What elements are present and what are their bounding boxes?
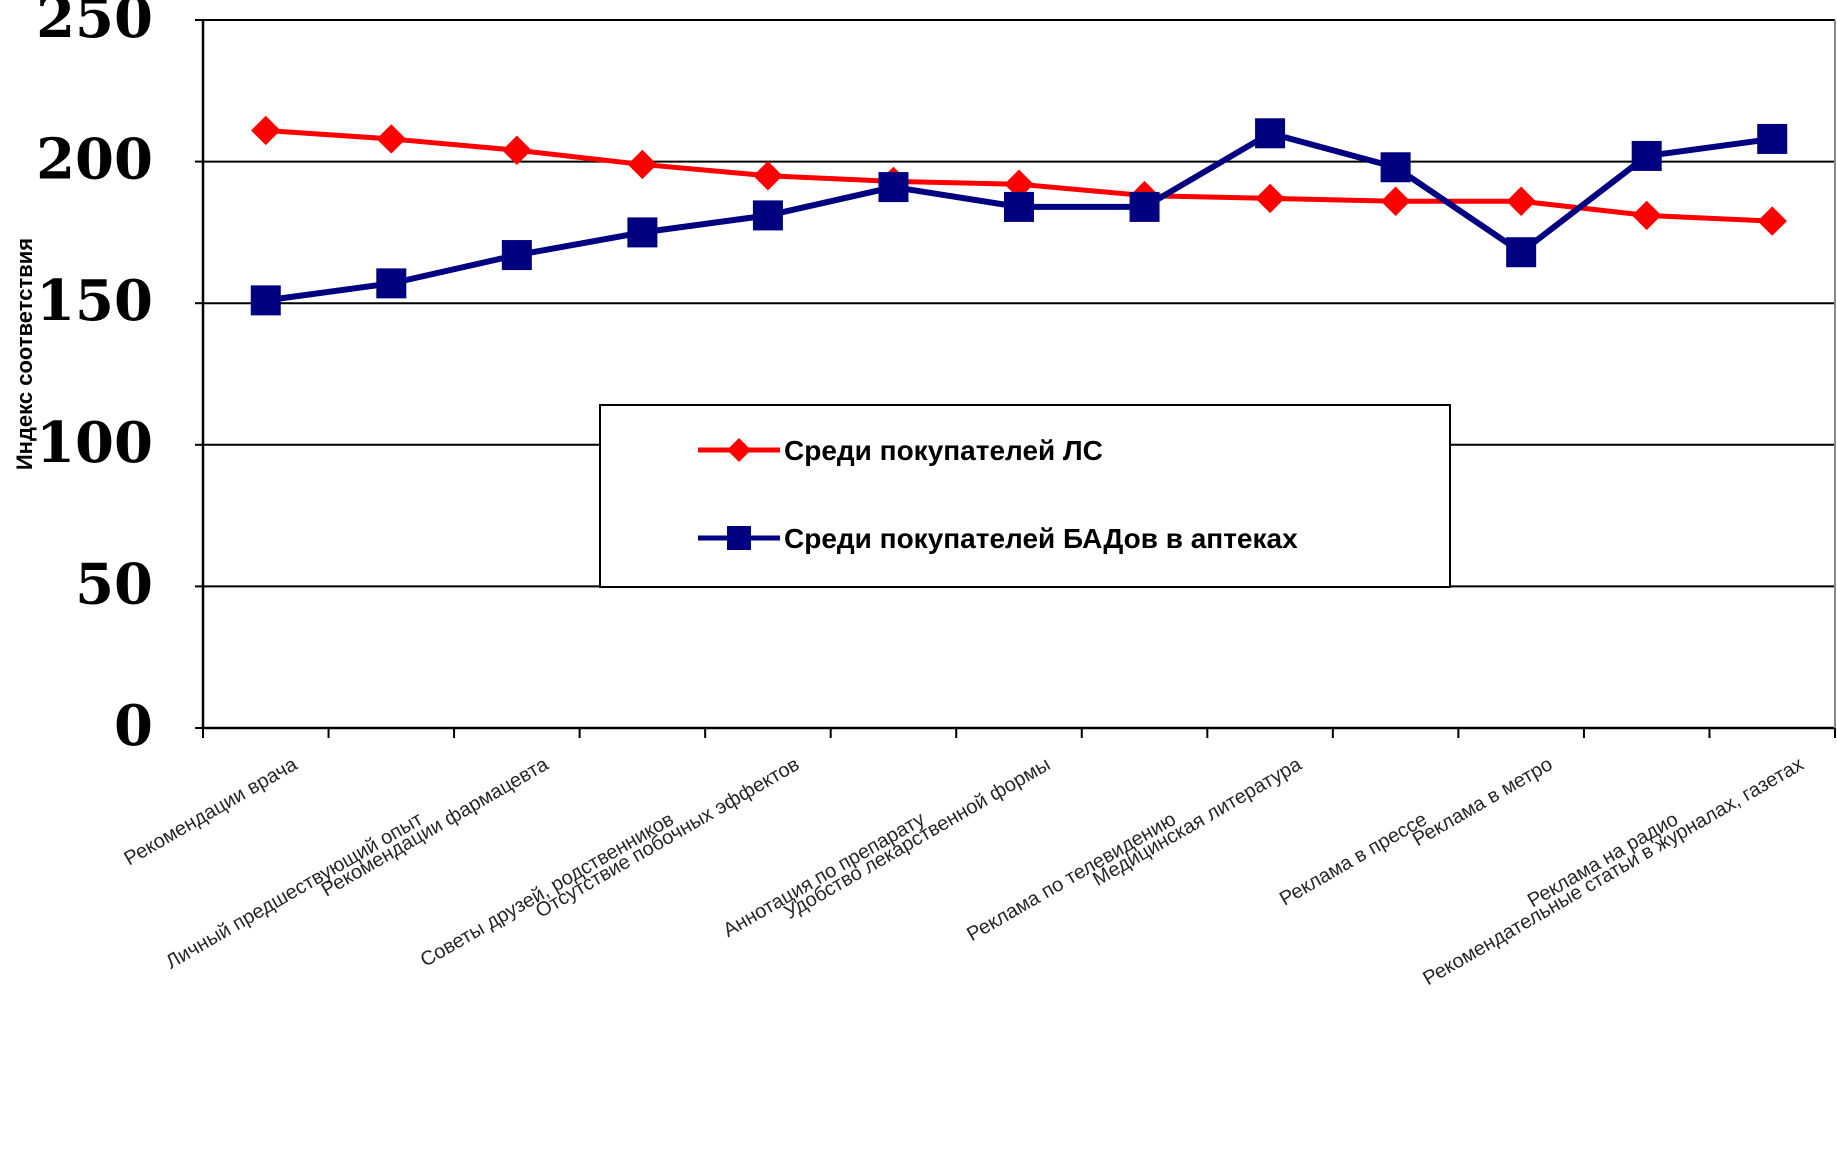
y-tick-labels: 0 50 100 150 200 250 [36,0,153,759]
series-1 [251,115,1787,236]
x-tick-label: Советы друзей, родственников [417,808,678,971]
y-tick-label: 0 [114,693,153,759]
y-axis-label: Индекс соответствия [12,238,37,470]
x-tick-label: Рекомендации фармацевта [318,753,553,901]
series-lines [250,115,1788,316]
legend-label: Среди покупателей БАДов в аптеках [784,523,1298,554]
data-point-diamond [1506,186,1536,216]
grid-lines [203,19,1835,588]
data-point-square [1757,123,1788,154]
axes [195,19,1836,738]
x-tick-label: Аннотация по препарату [719,808,928,942]
data-point-diamond [1757,206,1787,236]
data-point-diamond [251,115,281,146]
data-point-square [1506,237,1537,268]
data-point-square [878,172,909,203]
y-tick-label: 200 [36,127,153,193]
data-point-square [1380,152,1411,183]
x-tick-label: Медицинская литература [1089,753,1306,891]
data-point-square [627,217,658,248]
data-point-diamond [753,161,783,191]
x-tick-label: Реклама по телевидению [963,808,1180,946]
x-tick-label: Реклама в метро [1409,753,1556,851]
legend-label: Среди покупателей ЛС [784,435,1103,466]
legend-marker-square [727,526,751,550]
data-point-diamond [1255,183,1285,214]
x-tick-label: Реклама в прессе [1276,808,1431,910]
data-point-diamond [502,135,532,165]
data-point-square [250,285,281,316]
data-point-square [1255,118,1286,149]
legend-marker-diamond [727,438,751,462]
data-point-diamond [376,124,407,154]
y-tick-label: 250 [36,0,153,51]
series-2 [250,118,1788,316]
x-tick-label: Рекомендательные статьи в журналах, газе… [1419,753,1807,990]
data-point-square [1129,191,1160,222]
legend: Среди покупателей ЛС Среди покупателей БА… [599,404,1451,588]
data-point-square [1004,191,1034,222]
data-point-diamond [627,149,658,180]
data-point-square [1631,140,1662,171]
x-tick-label: Рекомендации врача [121,753,302,870]
y-tick-label: 100 [36,410,153,476]
data-point-square [501,240,532,271]
y-tick-label: 150 [36,268,153,334]
legend-box [599,404,1451,588]
y-tick-label: 50 [75,551,153,617]
data-point-square [376,268,407,299]
data-point-diamond [1631,200,1662,231]
x-tick-label: Личный предшествующий опыт [162,808,426,973]
data-point-square [752,200,783,231]
data-point-diamond [1380,186,1411,216]
